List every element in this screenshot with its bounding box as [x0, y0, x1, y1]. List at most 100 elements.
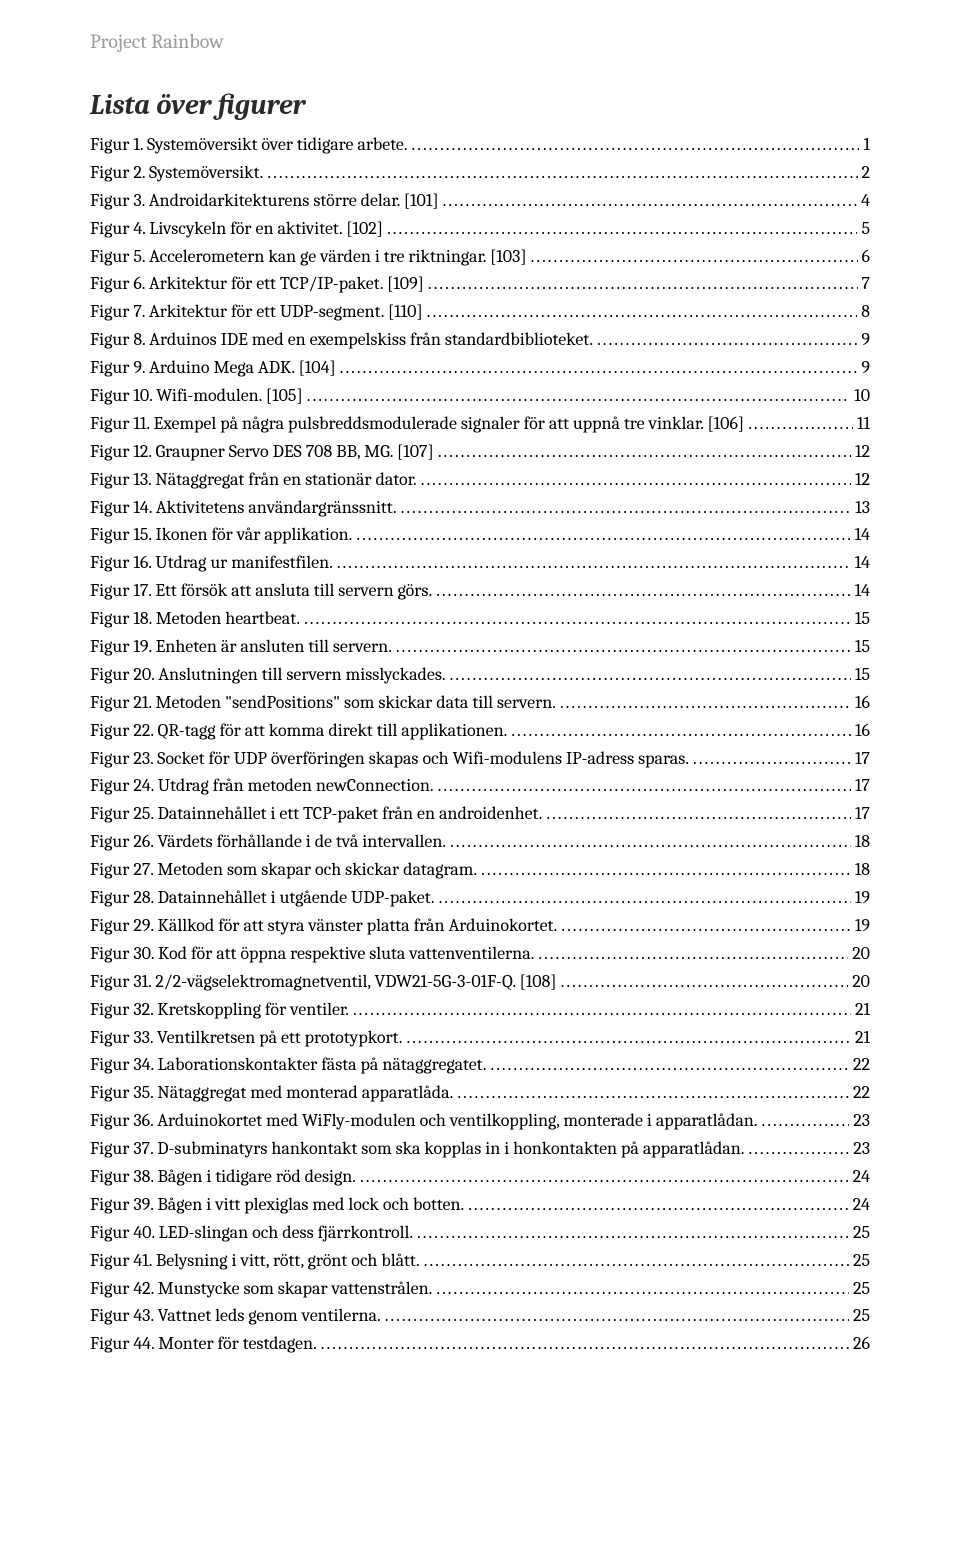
lof-entry-label: Figur 3. Androidarkitekturens större del… — [90, 187, 439, 215]
lof-entry[interactable]: Figur 3. Androidarkitekturens större del… — [90, 187, 870, 215]
lof-entry[interactable]: Figur 17. Ett försök att ansluta till se… — [90, 577, 870, 605]
lof-entry[interactable]: Figur 22. QR-tagg för att komma direkt t… — [90, 717, 870, 745]
lof-entry-leader — [304, 605, 851, 633]
lof-entry-leader — [438, 772, 851, 800]
lof-entry-label: Figur 16. Utdrag ur manifestfilen. — [90, 549, 333, 577]
lof-entry[interactable]: Figur 33. Ventilkretsen på ett prototypk… — [90, 1024, 870, 1052]
lof-entry[interactable]: Figur 26. Värdets förhållande i de två i… — [90, 828, 870, 856]
lof-entry-label: Figur 22. QR-tagg för att komma direkt t… — [90, 717, 507, 745]
lof-entry[interactable]: Figur 18. Metoden heartbeat.15 — [90, 605, 870, 633]
lof-entry-leader — [531, 243, 858, 271]
lof-entry-page: 17 — [855, 772, 870, 800]
lof-entry[interactable]: Figur 11. Exempel på några pulsbreddsmod… — [90, 410, 870, 438]
lof-entry[interactable]: Figur 29. Källkod för att styra vänster … — [90, 912, 870, 940]
lof-entry[interactable]: Figur 25. Datainnehållet i ett TCP-paket… — [90, 800, 870, 828]
lof-entry-label: Figur 33. Ventilkretsen på ett prototypk… — [90, 1024, 402, 1052]
lof-entry-page: 12 — [855, 438, 870, 466]
lof-entry[interactable]: Figur 40. LED-slingan och dess fjärrkont… — [90, 1219, 870, 1247]
lof-entry-label: Figur 19. Enheten är ansluten till serve… — [90, 633, 392, 661]
lof-entry-leader — [340, 354, 858, 382]
lof-entry[interactable]: Figur 2. Systemöversikt.2 — [90, 159, 870, 187]
lof-entry[interactable]: Figur 6. Arkitektur för ett TCP/IP-paket… — [90, 270, 870, 298]
lof-entry-leader — [546, 800, 851, 828]
lof-entry-label: Figur 4. Livscykeln för en aktivitet. [1… — [90, 215, 383, 243]
lof-entry-page: 19 — [855, 912, 870, 940]
lof-entry-leader — [762, 1107, 850, 1135]
lof-entry-label: Figur 14. Aktivitetens användargränssnit… — [90, 494, 397, 522]
lof-entry[interactable]: Figur 5. Accelerometern kan ge värden i … — [90, 243, 870, 271]
lof-entry[interactable]: Figur 15. Ikonen för vår applikation.14 — [90, 521, 870, 549]
lof-entry[interactable]: Figur 4. Livscykeln för en aktivitet. [1… — [90, 215, 870, 243]
lof-entry[interactable]: Figur 8. Arduinos IDE med en exempelskis… — [90, 326, 870, 354]
lof-entry-page: 21 — [855, 1024, 870, 1052]
lof-entry[interactable]: Figur 44. Monter för testdagen.26 — [90, 1330, 870, 1358]
lof-entry-label: Figur 43. Vattnet leds genom ventilerna. — [90, 1302, 381, 1330]
lof-entry[interactable]: Figur 12. Graupner Servo DES 708 BB, MG.… — [90, 438, 870, 466]
lof-entry-page: 13 — [855, 494, 870, 522]
lof-entry[interactable]: Figur 24. Utdrag från metoden newConnect… — [90, 772, 870, 800]
lof-entry-label: Figur 13. Nätaggregat från en stationär … — [90, 466, 417, 494]
lof-entry-leader — [421, 466, 851, 494]
lof-entry[interactable]: Figur 16. Utdrag ur manifestfilen. 14 — [90, 549, 870, 577]
lof-entry-page: 9 — [861, 354, 870, 382]
lof-entry-label: Figur 12. Graupner Servo DES 708 BB, MG.… — [90, 438, 434, 466]
lof-entry-page: 5 — [861, 215, 870, 243]
lof-entry-page: 8 — [861, 298, 870, 326]
lof-entry-page: 22 — [853, 1079, 870, 1107]
lof-entry-page: 11 — [857, 410, 870, 438]
lof-entry[interactable]: Figur 37. D-subminatyrs hankontakt som s… — [90, 1135, 870, 1163]
lof-entry-page: 14 — [855, 521, 870, 549]
lof-entry-label: Figur 28. Datainnehållet i utgående UDP-… — [90, 884, 435, 912]
lof-entry-leader — [748, 410, 853, 438]
lof-entry-label: Figur 32. Kretskoppling för ventiler. — [90, 996, 349, 1024]
lof-entry-leader — [427, 298, 858, 326]
lof-entry[interactable]: Figur 19. Enheten är ansluten till serve… — [90, 633, 870, 661]
lof-entry-page: 16 — [855, 717, 870, 745]
lof-entry[interactable]: Figur 31. 2/2-vägselektromagnetventil, V… — [90, 968, 870, 996]
lof-entry[interactable]: Figur 41. Belysning i vitt, rött, grönt … — [90, 1247, 870, 1275]
lof-entry[interactable]: Figur 28. Datainnehållet i utgående UDP-… — [90, 884, 870, 912]
lof-entry-page: 14 — [855, 549, 870, 577]
lof-entry-label: Figur 30. Kod för att öppna respektive s… — [90, 940, 534, 968]
lof-entry[interactable]: Figur 23. Socket för UDP överföringen sk… — [90, 745, 870, 773]
lof-entry-leader — [356, 521, 850, 549]
lof-entry-leader — [443, 187, 857, 215]
lof-entry[interactable]: Figur 30. Kod för att öppna respektive s… — [90, 940, 870, 968]
lof-entry[interactable]: Figur 34. Laborationskontakter fästa på … — [90, 1051, 870, 1079]
lof-entry[interactable]: Figur 35. Nätaggregat med monterad appar… — [90, 1079, 870, 1107]
lof-entry[interactable]: Figur 39. Bågen i vitt plexiglas med loc… — [90, 1191, 870, 1219]
lof-entry-page: 17 — [855, 745, 870, 773]
lof-entry[interactable]: Figur 36. Arduinokortet med WiFly-module… — [90, 1107, 870, 1135]
lof-entry-leader — [417, 1219, 849, 1247]
lof-entry[interactable]: Figur 38. Bågen i tidigare röd design.24 — [90, 1163, 870, 1191]
lof-entry-label: Figur 2. Systemöversikt. — [90, 159, 263, 187]
lof-entry-label: Figur 29. Källkod för att styra vänster … — [90, 912, 557, 940]
lof-entry[interactable]: Figur 42. Munstycke som skapar vattenstr… — [90, 1275, 870, 1303]
lof-entry-leader — [490, 1051, 849, 1079]
lof-entry-leader — [353, 996, 851, 1024]
lof-entry-label: Figur 8. Arduinos IDE med en exempelskis… — [90, 326, 593, 354]
lof-entry-label: Figur 41. Belysning i vitt, rött, grönt … — [90, 1247, 420, 1275]
lof-entry[interactable]: Figur 13. Nätaggregat från en stationär … — [90, 466, 870, 494]
lof-entry[interactable]: Figur 7. Arkitektur för ett UDP-segment.… — [90, 298, 870, 326]
lof-entry[interactable]: Figur 20. Anslutningen till servern miss… — [90, 661, 870, 689]
lof-entry[interactable]: Figur 21. Metoden "sendPositions" som sk… — [90, 689, 870, 717]
lof-entry-label: Figur 40. LED-slingan och dess fjärrkont… — [90, 1219, 413, 1247]
lof-entry[interactable]: Figur 43. Vattnet leds genom ventilerna.… — [90, 1302, 870, 1330]
lof-entry-label: Figur 39. Bågen i vitt plexiglas med loc… — [90, 1191, 464, 1219]
lof-entry[interactable]: Figur 10. Wifi-modulen. [105]10 — [90, 382, 870, 410]
lof-entry[interactable]: Figur 1. Systemöversikt över tidigare ar… — [90, 131, 870, 159]
lof-entry-page: 25 — [853, 1302, 870, 1330]
lof-entry-label: Figur 20. Anslutningen till servern miss… — [90, 661, 446, 689]
lof-entry-page: 18 — [855, 856, 870, 884]
lof-entry[interactable]: Figur 32. Kretskoppling för ventiler.21 — [90, 996, 870, 1024]
lof-entry-label: Figur 42. Munstycke som skapar vattenstr… — [90, 1275, 432, 1303]
lof-entry-leader — [424, 1247, 849, 1275]
lof-entry[interactable]: Figur 14. Aktivitetens användargränssnit… — [90, 494, 870, 522]
lof-entry-label: Figur 17. Ett försök att ansluta till se… — [90, 577, 432, 605]
lof-entry[interactable]: Figur 27. Metoden som skapar och skickar… — [90, 856, 870, 884]
lof-entry[interactable]: Figur 9. Arduino Mega ADK. [104]9 — [90, 354, 870, 382]
lof-entry-leader — [307, 382, 850, 410]
lof-entry-label: Figur 36. Arduinokortet med WiFly-module… — [90, 1107, 758, 1135]
lof-entry-leader — [396, 633, 851, 661]
